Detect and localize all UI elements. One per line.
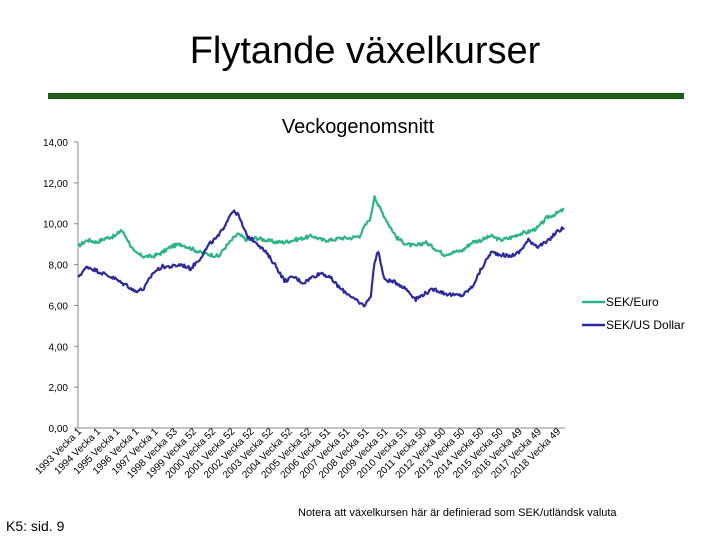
y-tick-label: 0,00: [49, 424, 69, 435]
legend-label: SEK/Euro: [606, 295, 659, 309]
chart-title: Veckogenomsnitt: [282, 116, 435, 138]
sek-euro-line: [77, 195, 565, 259]
chart-legend: SEK/Euro SEK/US Dollar: [582, 295, 685, 332]
title-rule: [48, 93, 684, 99]
legend-label: SEK/US Dollar: [606, 318, 685, 332]
y-tick-label: 2,00: [49, 383, 69, 394]
y-tick-label: 8,00: [49, 261, 69, 272]
y-tick-label: 4,00: [49, 342, 69, 353]
source-reference: K5: sid. 9: [6, 518, 65, 534]
sek-usd-line: [77, 209, 565, 308]
slide-title: Flytande växelkurser: [189, 30, 541, 72]
y-tick-label: 14,00: [43, 138, 68, 149]
y-tick-label: 6,00: [49, 301, 69, 312]
y-tick-label: 10,00: [43, 220, 68, 231]
definition-note: Notera att växelkursen här är definierad…: [298, 507, 617, 519]
y-tick-label: 12,00: [43, 179, 68, 190]
